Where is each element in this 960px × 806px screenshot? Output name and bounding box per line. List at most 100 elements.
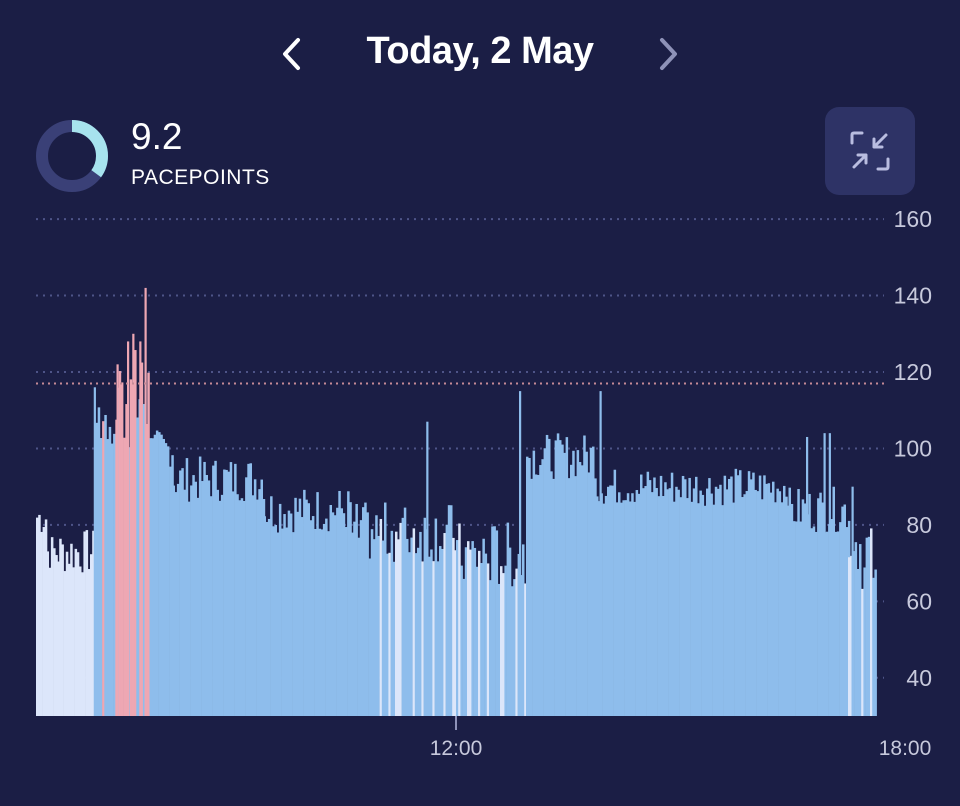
heart-rate-spike	[144, 287, 147, 716]
heart-rate-bar	[53, 548, 56, 716]
heart-rate-bar	[74, 548, 78, 716]
heart-rate-spike	[599, 391, 602, 716]
heart-rate-bar	[679, 497, 683, 716]
heart-rate-bar	[231, 491, 235, 716]
heart-rate-bar	[475, 566, 479, 716]
heart-rate-bar	[366, 512, 369, 716]
heart-rate-bar	[695, 476, 698, 716]
heart-rate-bar	[607, 486, 610, 716]
heart-rate-bar	[198, 456, 202, 716]
heart-rate-bar	[543, 448, 547, 716]
heart-rate-bar	[532, 450, 536, 716]
heart-rate-bar	[320, 529, 324, 716]
heart-rate-bar	[311, 516, 315, 716]
heart-rate-bar	[602, 503, 606, 716]
heart-rate-bar	[322, 523, 326, 716]
heart-rate-bar	[478, 550, 481, 716]
heart-rate-bar	[511, 586, 514, 716]
heart-rate-bar	[464, 547, 468, 716]
heart-rate-bar	[164, 443, 168, 716]
collapse-arrows-icon	[850, 131, 890, 171]
heart-rate-bar	[730, 476, 733, 716]
heart-rate-bar	[296, 511, 299, 716]
heart-rate-bar	[690, 501, 694, 716]
y-axis: 40 60 80 100 120 140 160	[894, 206, 932, 691]
heart-rate-bar	[327, 531, 330, 716]
heart-rate-bar	[522, 544, 525, 716]
heart-rate-bar	[92, 530, 95, 716]
heart-rate-bar	[236, 494, 239, 716]
heart-rate-bar	[703, 505, 707, 716]
heart-rate-bar	[258, 489, 261, 716]
heart-rate-bar	[370, 529, 374, 716]
heart-rate-bar	[728, 478, 731, 716]
heart-rate-bar	[502, 573, 505, 716]
heart-rate-bar	[736, 475, 740, 716]
heart-rate-bar	[637, 493, 641, 716]
heart-rate-bar	[203, 461, 206, 716]
heart-rate-bar	[63, 571, 67, 716]
heart-rate-bar	[528, 457, 531, 716]
heart-rate-bar	[336, 507, 339, 716]
heart-rate-bar	[76, 552, 80, 716]
heart-rate-bar	[792, 521, 796, 716]
collapse-button[interactable]	[825, 107, 915, 195]
heart-rate-bar	[61, 544, 64, 716]
heart-rate-bar	[743, 494, 746, 716]
heart-rate-bar	[50, 537, 54, 716]
heart-rate-bar	[776, 488, 779, 716]
heart-rate-bar	[692, 488, 696, 716]
heart-rate-bar	[344, 527, 348, 716]
heart-rate-bar	[758, 475, 762, 716]
heart-rate-bar	[491, 526, 494, 716]
heart-rate-bar	[283, 514, 286, 716]
heart-rate-bar	[417, 547, 420, 716]
heart-rate-bar	[333, 515, 337, 716]
heart-rate-bar	[515, 568, 518, 716]
heart-rate-bar	[265, 521, 269, 716]
heart-rate-bar	[473, 547, 477, 716]
heart-rate-bar	[480, 563, 483, 716]
heart-rate-bar	[664, 482, 667, 716]
heart-rate-bar	[183, 489, 186, 716]
next-day-button[interactable]	[648, 34, 688, 74]
heart-rate-bar	[504, 565, 507, 716]
heart-rate-bar	[450, 505, 453, 716]
heart-rate-bar	[162, 438, 165, 716]
heart-rate-bar	[635, 490, 639, 716]
heart-rate-spike	[519, 391, 522, 716]
heart-rate-bar	[373, 539, 376, 716]
pacepoints-value: 9.2	[131, 116, 183, 157]
heart-rate-bar	[151, 438, 154, 716]
heart-rate-bar	[745, 491, 749, 716]
heart-rate-bar	[810, 528, 813, 716]
heart-rate-bar	[484, 553, 488, 716]
heart-rate-bar	[785, 496, 788, 716]
heart-rate-bar	[81, 572, 84, 716]
heart-rate-bar	[626, 493, 630, 716]
heart-rate-bar	[872, 577, 875, 716]
heart-rate-bar	[375, 515, 378, 716]
heart-rate-bar	[506, 522, 510, 716]
y-tick-label: 60	[906, 588, 932, 614]
heart-rate-bar	[493, 526, 496, 716]
heart-rate-bar	[482, 538, 485, 716]
heart-rate-bar	[106, 439, 109, 716]
heart-rate-bar	[530, 478, 533, 716]
heart-rate-bar	[756, 491, 760, 716]
heart-rate-bar	[113, 433, 116, 716]
heart-rate-spike	[426, 421, 429, 716]
heart-rate-bar	[712, 504, 716, 716]
heart-rate-bar	[216, 489, 219, 716]
heart-rate-bar	[59, 538, 62, 716]
heart-rate-bar	[397, 539, 400, 716]
heart-rate-bar	[594, 478, 597, 716]
heart-rate-bar	[611, 485, 614, 716]
heart-rate-bar	[754, 489, 757, 716]
x-tick-label-18: 18:00	[879, 737, 932, 760]
previous-day-button[interactable]	[272, 34, 312, 74]
heart-rate-bar	[631, 493, 634, 716]
heart-rate-bar	[500, 566, 503, 716]
heart-rate-bar	[403, 507, 407, 716]
heart-rate-bar	[381, 540, 385, 716]
